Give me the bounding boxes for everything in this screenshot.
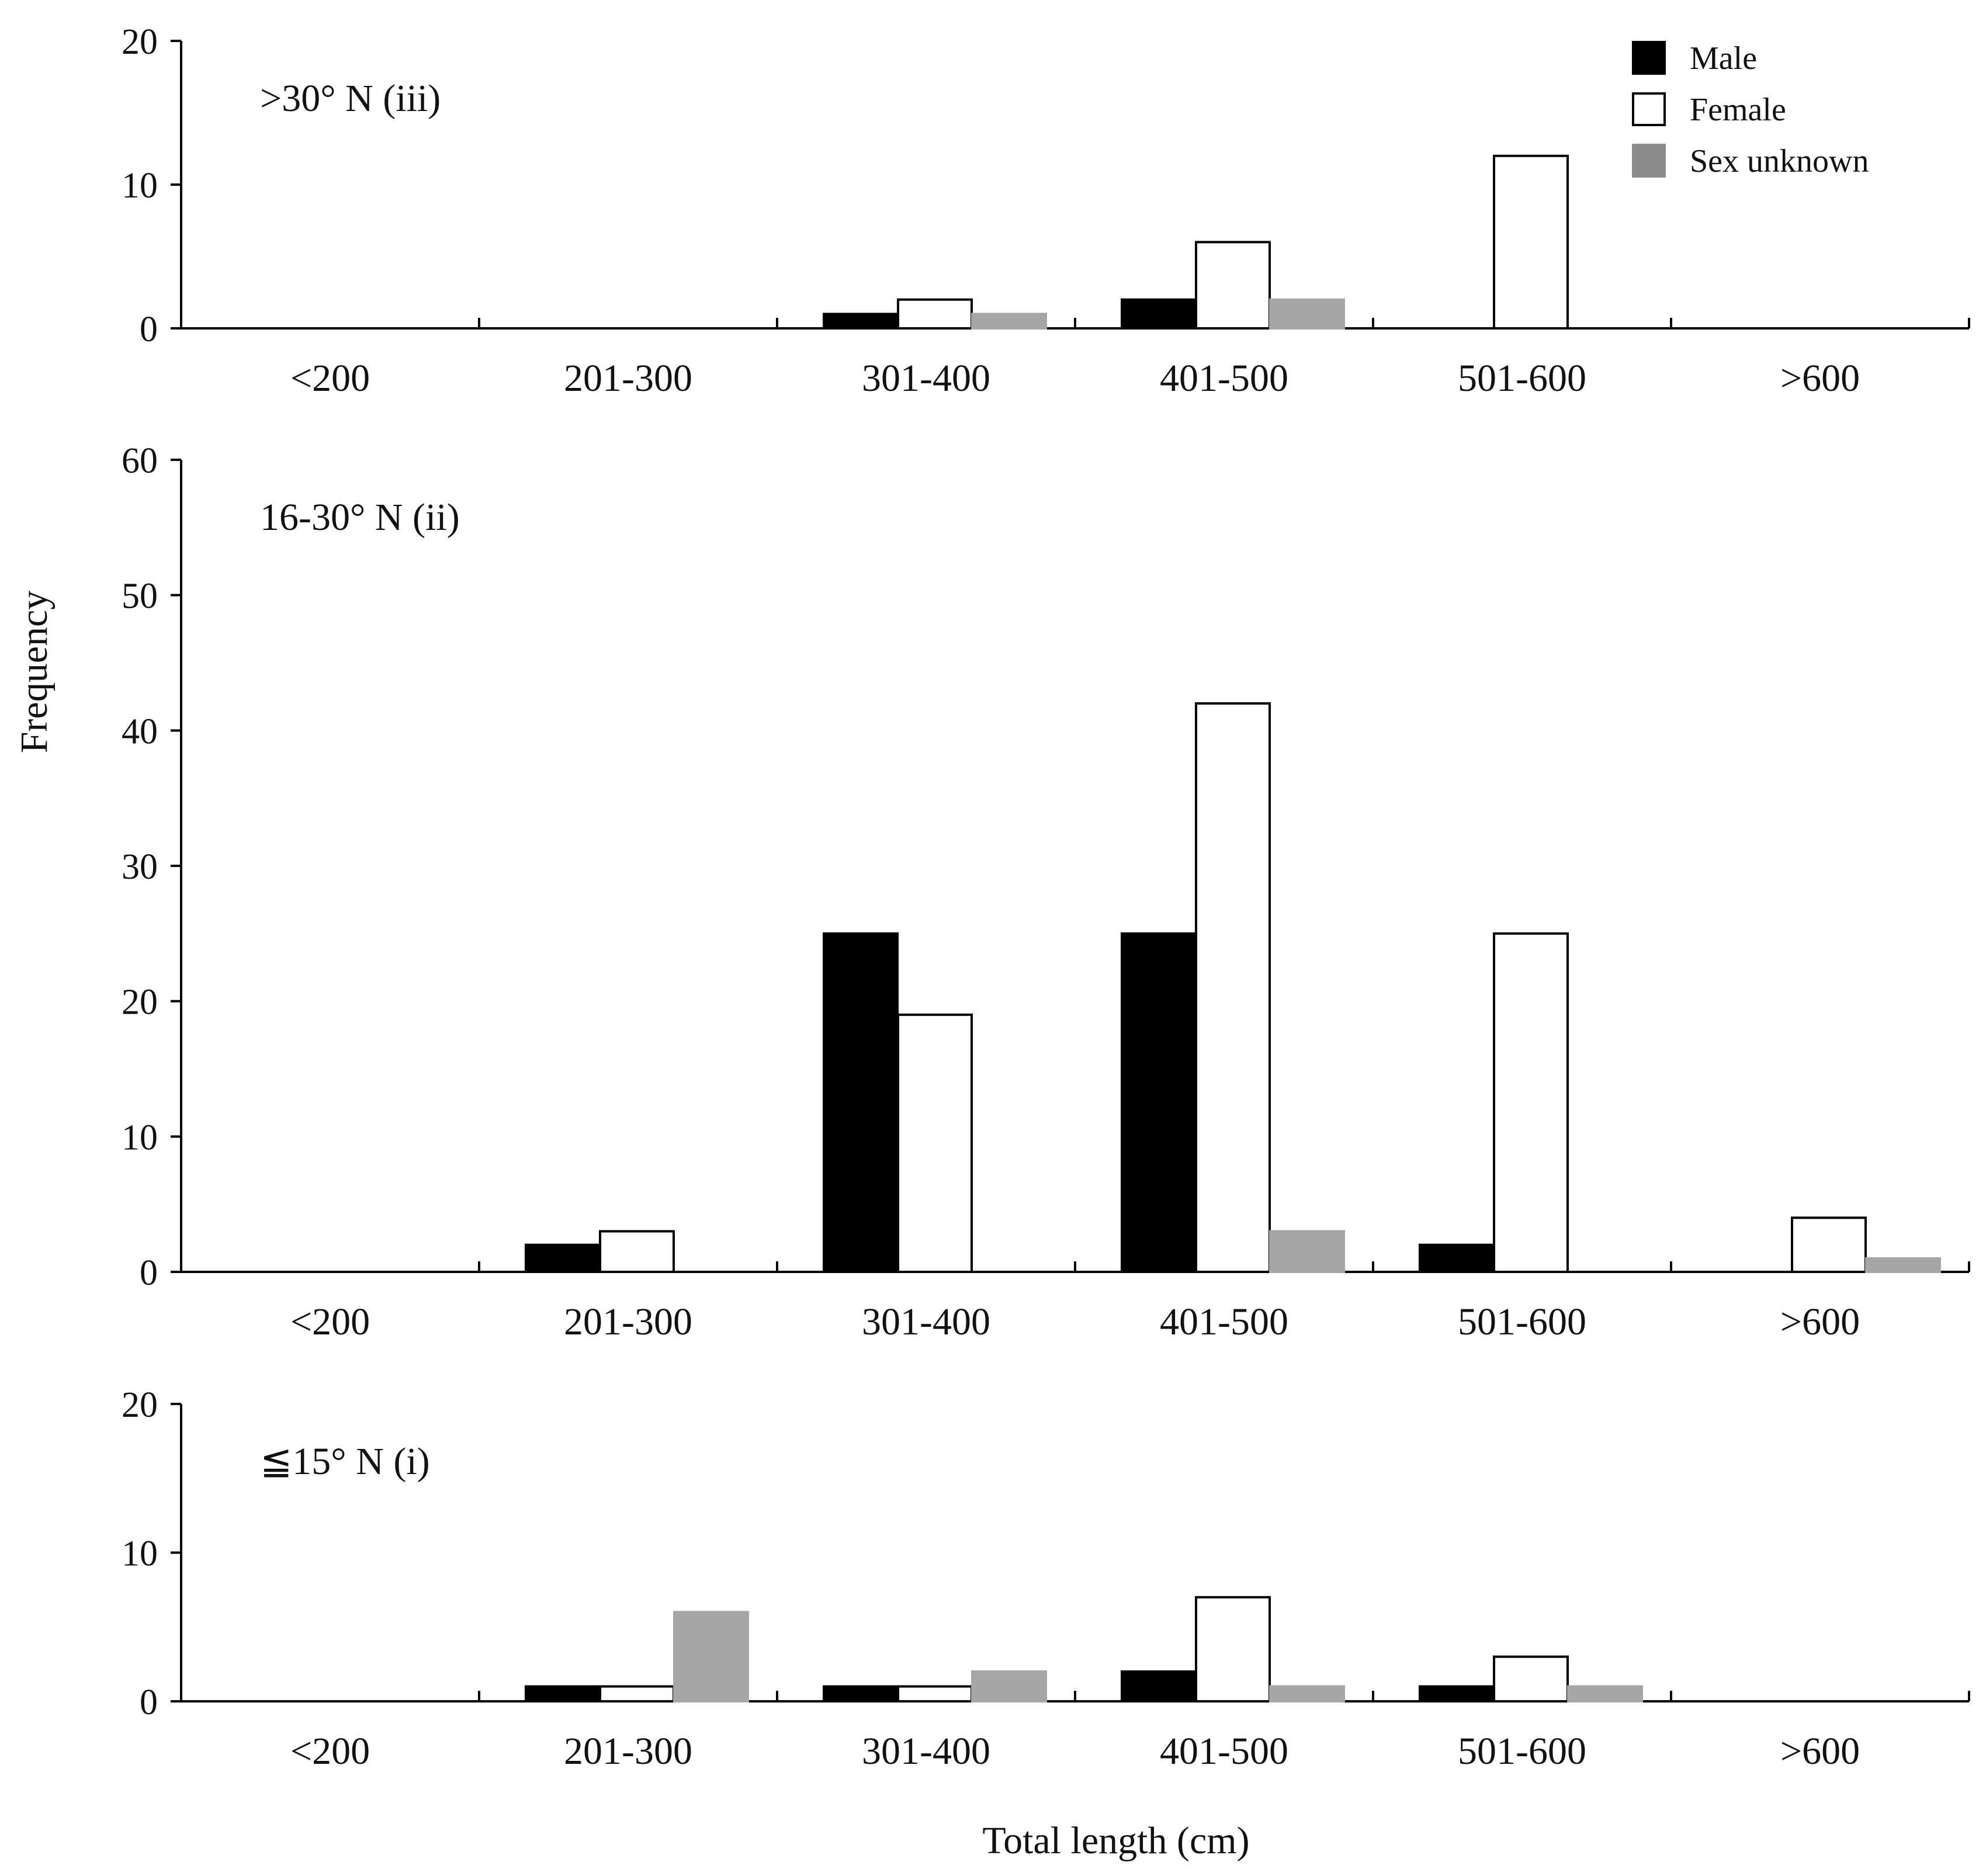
bar-male (1419, 1243, 1495, 1274)
x-category-label: 301-400 (862, 1730, 990, 1773)
bar-male (823, 313, 899, 330)
y-tick-label: 0 (140, 1253, 158, 1293)
legend-label: Female (1690, 92, 1786, 128)
bar-sex-unknown (1269, 1230, 1345, 1273)
bar-female (1195, 702, 1271, 1273)
x-category-label: <200 (290, 1301, 370, 1343)
bar-sex-unknown (971, 1670, 1047, 1703)
bar-male (525, 1243, 601, 1274)
legend-swatch (1632, 41, 1666, 75)
bar-male (823, 932, 899, 1274)
bar-sex-unknown (1567, 1685, 1643, 1703)
x-category-label: 301-400 (862, 1301, 990, 1343)
bar-female (599, 1230, 675, 1273)
bar-sex-unknown (673, 1611, 749, 1703)
panel-title: ≦15° N (i) (260, 1440, 430, 1483)
x-category-label: 401-500 (1160, 1730, 1288, 1773)
bar-sex-unknown (971, 313, 1047, 330)
legend-label: Sex unknown (1690, 143, 1869, 179)
y-tick-label: 40 (122, 712, 158, 751)
x-category-label: >600 (1780, 1301, 1860, 1343)
bar-female (1791, 1216, 1867, 1273)
bar-male (525, 1685, 601, 1703)
x-category-label: 401-500 (1160, 357, 1288, 400)
y-tick-label: 0 (140, 310, 158, 349)
bar-male (823, 1685, 899, 1703)
y-tick-label: 20 (122, 1385, 158, 1425)
y-tick-label: 10 (122, 1118, 158, 1157)
bar-female (1195, 241, 1271, 330)
bar-female (897, 1685, 973, 1703)
bar-female (1493, 932, 1569, 1274)
x-category-label: <200 (290, 357, 370, 400)
x-category-label: 201-300 (564, 357, 692, 400)
bar-male (1121, 298, 1197, 330)
legend-swatch (1632, 144, 1666, 178)
y-tick-label: 10 (122, 1534, 158, 1574)
bar-male (1419, 1685, 1495, 1703)
bar-female (897, 1013, 973, 1274)
x-category-label: 201-300 (564, 1730, 692, 1773)
x-category-label: 201-300 (564, 1301, 692, 1343)
x-category-label: 501-600 (1458, 1730, 1586, 1773)
legend-label: Male (1690, 40, 1757, 77)
x-category-label: 301-400 (862, 357, 990, 400)
bar-female (1195, 1596, 1271, 1703)
bar-sex-unknown (1865, 1257, 1941, 1273)
x-category-label: 401-500 (1160, 1301, 1288, 1343)
y-tick-label: 20 (122, 983, 158, 1022)
y-tick-label: 20 (122, 22, 158, 62)
bar-sex-unknown (1269, 298, 1345, 330)
panel-2: 0 10 20 30 40 50 60 <200 201-300 301-400 401-500 50… (122, 441, 1970, 1343)
y-tick-label: 30 (122, 847, 158, 887)
x-category-label: <200 (290, 1730, 370, 1773)
x-axis-title: Total length (cm) (982, 1819, 1249, 1862)
panel-3: 0 10 20 <200 201-300 301-400 401-500 501-600 >60… (122, 1385, 1970, 1773)
bar-sex-unknown (1269, 1685, 1345, 1703)
x-category-label: 501-600 (1458, 357, 1586, 400)
x-category-label: >600 (1780, 1730, 1860, 1773)
bar-male (1121, 932, 1197, 1274)
panel-title: 16-30° N (ii) (260, 496, 460, 539)
legend-swatch (1632, 92, 1666, 126)
panel-title: >30° N (iii) (260, 77, 441, 120)
bar-female (897, 298, 973, 330)
y-tick-label: 50 (122, 577, 158, 616)
legend: Male Female Sex unknown (1632, 40, 1869, 179)
y-axis-title: Frequency (13, 591, 56, 754)
bar-female (1493, 154, 1569, 330)
bar-male (1121, 1670, 1197, 1703)
y-tick-label: 10 (122, 166, 158, 206)
y-tick-label: 0 (140, 1683, 158, 1722)
bar-female (599, 1685, 675, 1703)
y-tick-label: 60 (122, 441, 158, 481)
x-category-label: 501-600 (1458, 1301, 1586, 1343)
panel-1: 0 10 20 <200 201-300 301-400 401-500 501-600 >60… (122, 22, 1970, 400)
bar-female (1493, 1655, 1569, 1702)
x-category-label: >600 (1780, 357, 1860, 400)
